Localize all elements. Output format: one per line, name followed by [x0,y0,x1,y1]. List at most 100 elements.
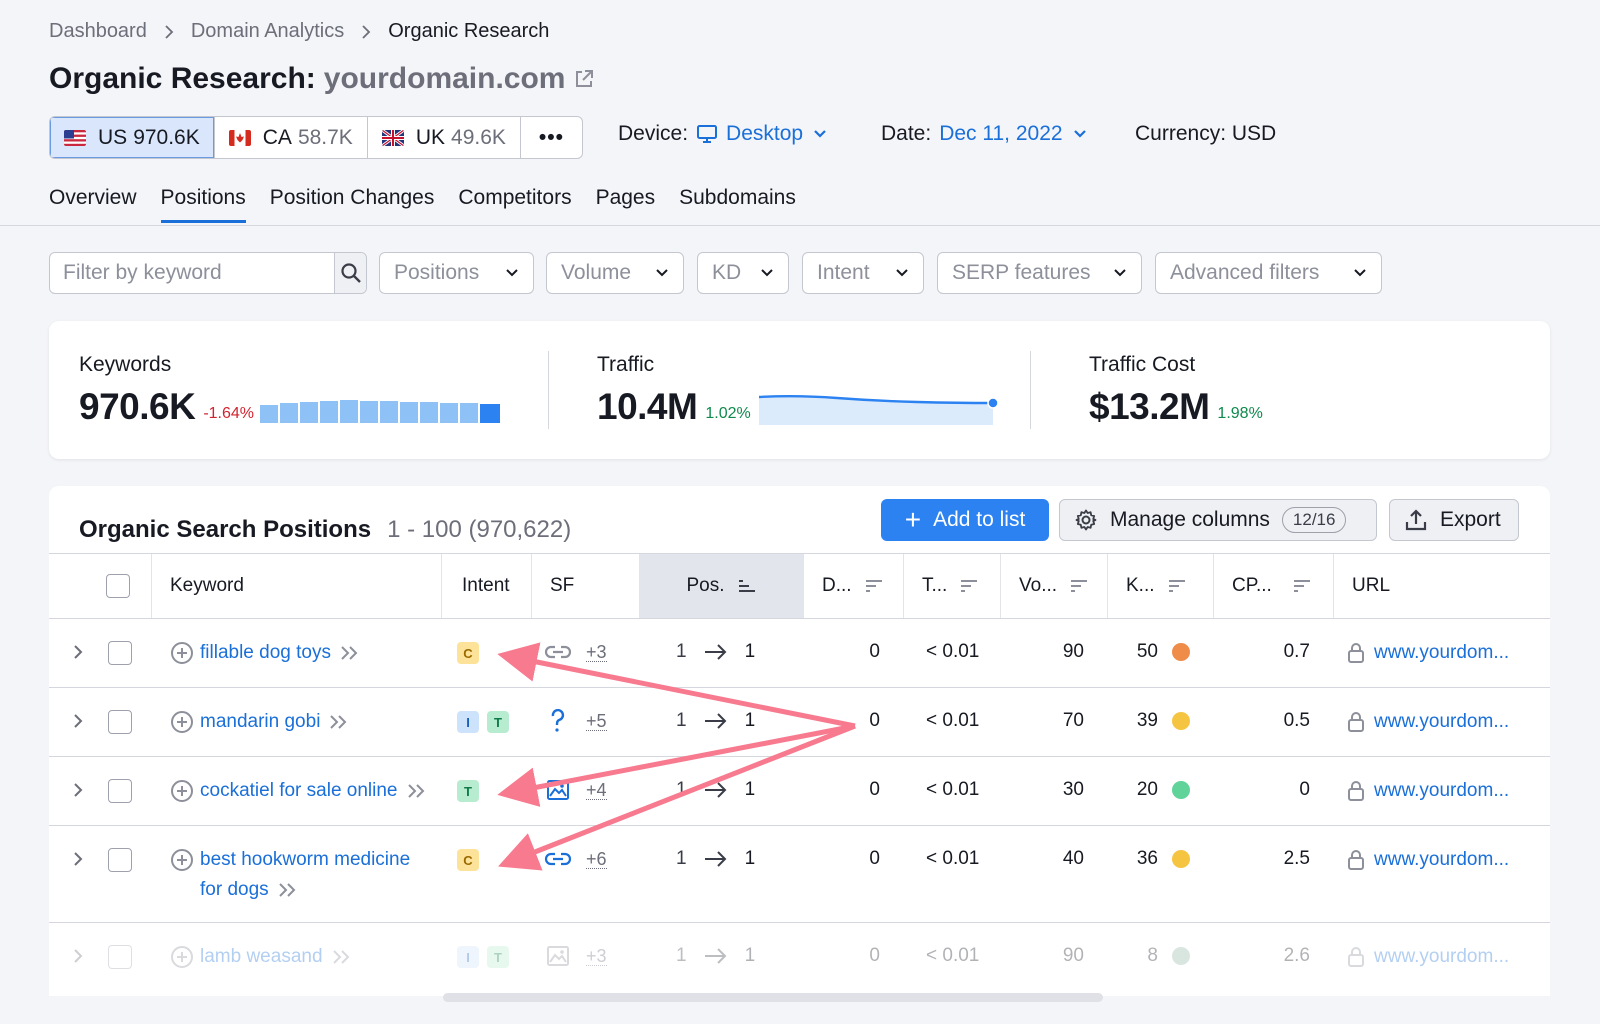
external-link-icon[interactable] [573,68,595,90]
keyword-link-continued[interactable]: for dogs [200,879,269,900]
row-checkbox[interactable] [108,848,132,872]
keyword-link[interactable]: fillable dog toys [200,642,331,663]
url-link[interactable]: www.yourdom... [1374,780,1510,801]
keyword-link[interactable]: best hookworm medicine [200,849,411,870]
date-value: Dec 11, 2022 [939,122,1063,145]
double-chevron-right-icon[interactable] [277,882,299,898]
filter-label: KD [712,261,742,284]
keyword-cell: lamb weasand [170,945,353,969]
device-selector[interactable]: Device: Desktop [618,122,827,146]
expand-row-icon[interactable] [73,851,83,867]
header-url[interactable]: URL [1352,575,1391,596]
sort-icon [1071,580,1088,592]
double-chevron-right-icon[interactable] [328,714,350,730]
expand-row-icon[interactable] [73,782,83,798]
header-intent[interactable]: Intent [442,554,532,618]
double-chevron-right-icon[interactable] [406,783,428,799]
date-selector[interactable]: Date: Dec 11, 2022 [881,122,1087,146]
tab-competitors[interactable]: Competitors [458,186,572,209]
add-circle-icon[interactable] [170,945,194,969]
position-current: 1 [744,848,756,869]
arrow-right-icon [704,644,726,660]
keyword-link[interactable]: lamb weasand [200,946,323,967]
advanced-filters[interactable]: Advanced filters [1155,252,1382,294]
add-circle-icon[interactable] [170,848,194,872]
traffic-cost-label: Traffic Cost [1089,353,1196,376]
row-checkbox[interactable] [108,641,132,665]
url-link[interactable]: www.yourdom... [1374,642,1510,663]
link-icon [544,852,572,866]
tab-subdomains[interactable]: Subdomains [679,186,796,209]
keyword-link[interactable]: mandarin gobi [200,711,321,732]
add-circle-icon[interactable] [170,779,194,803]
export-button[interactable]: Export [1389,499,1519,541]
sf-extra-link[interactable]: +3 [586,641,607,662]
ca-flag-icon [228,129,251,146]
sf-extra-link[interactable]: +4 [586,779,607,800]
tab-overview[interactable]: Overview [49,186,137,209]
table-range: 1 - 100 (970,622) [387,516,572,543]
tab-positions[interactable]: Positions [160,186,246,223]
expand-row-icon[interactable] [73,644,83,660]
horizontal-scrollbar[interactable] [443,993,1103,1002]
more-databases-button[interactable]: ••• [538,125,564,149]
breadcrumb-dashboard[interactable]: Dashboard [49,20,147,42]
url-link[interactable]: www.yourdom... [1374,946,1510,967]
lock-icon [1348,712,1364,732]
search-button[interactable] [334,253,366,293]
tab-pages[interactable]: Pages [595,186,656,209]
traffic-cell: < 0.01 [926,641,980,662]
add-circle-icon[interactable] [170,641,194,665]
sf-cell: +6 [544,847,607,871]
arrow-right-icon [704,782,726,798]
expand-row-icon[interactable] [73,948,83,964]
intent-cell: I T [457,946,517,968]
arrow-right-icon [704,713,726,729]
volume-filter[interactable]: Volume [546,252,684,294]
image-pack-icon [547,946,569,966]
positions-filter[interactable]: Positions [379,252,534,294]
url-link[interactable]: www.yourdom... [1374,711,1510,732]
page-title: Organic Research: yourdomain.com [49,62,595,96]
expand-row-icon[interactable] [73,713,83,729]
manage-columns-button[interactable]: Manage columns 12/16 [1059,499,1377,541]
keyword-cell: cockatiel for sale online [170,779,428,803]
traffic-cost-delta: 1.98% [1217,405,1263,422]
database-value: 58.7K [297,125,353,149]
header-sf[interactable]: SF [532,554,640,618]
database-ca[interactable]: CA 58.7K [215,117,368,158]
keyword-link[interactable]: cockatiel for sale online [200,780,398,801]
header-difference[interactable]: D... [804,554,904,618]
sf-extra-link[interactable]: +3 [586,945,607,966]
row-checkbox[interactable] [108,710,132,734]
url-link[interactable]: www.yourdom... [1374,849,1510,870]
intent-filter[interactable]: Intent [802,252,924,294]
keyword-filter-input[interactable] [50,253,334,293]
sf-extra-link[interactable]: +5 [586,710,607,731]
sf-cell: +5 [544,709,607,733]
serp-features-filter[interactable]: SERP features [937,252,1142,294]
volume-cell: 30 [1062,779,1084,800]
metric-divider [1030,351,1031,429]
row-checkbox[interactable] [108,779,132,803]
double-chevron-right-icon[interactable] [339,645,361,661]
add-to-list-button[interactable]: + Add to list [881,499,1049,541]
breadcrumb-domain-analytics[interactable]: Domain Analytics [190,20,345,42]
add-circle-icon[interactable] [170,710,194,734]
sf-extra-link[interactable]: +6 [586,848,607,869]
tab-position-changes[interactable]: Position Changes [269,186,435,209]
kd-filter[interactable]: KD [697,252,789,294]
row-checkbox[interactable] [108,945,132,969]
database-uk[interactable]: UK 49.6K [368,117,521,158]
header-kd[interactable]: K... [1108,554,1214,618]
header-cpc[interactable]: CP... [1214,554,1334,618]
arrow-right-icon [704,948,726,964]
database-us[interactable]: US 970.6K [50,117,215,158]
header-position[interactable]: Pos. [640,554,804,618]
header-keyword[interactable]: Keyword [152,554,442,618]
select-all-checkbox[interactable] [106,574,130,598]
header-volume[interactable]: Vo... [1001,554,1108,618]
header-traffic[interactable]: T... [904,554,1001,618]
double-chevron-right-icon[interactable] [331,949,353,965]
add-to-list-label: Add to list [933,508,1026,531]
